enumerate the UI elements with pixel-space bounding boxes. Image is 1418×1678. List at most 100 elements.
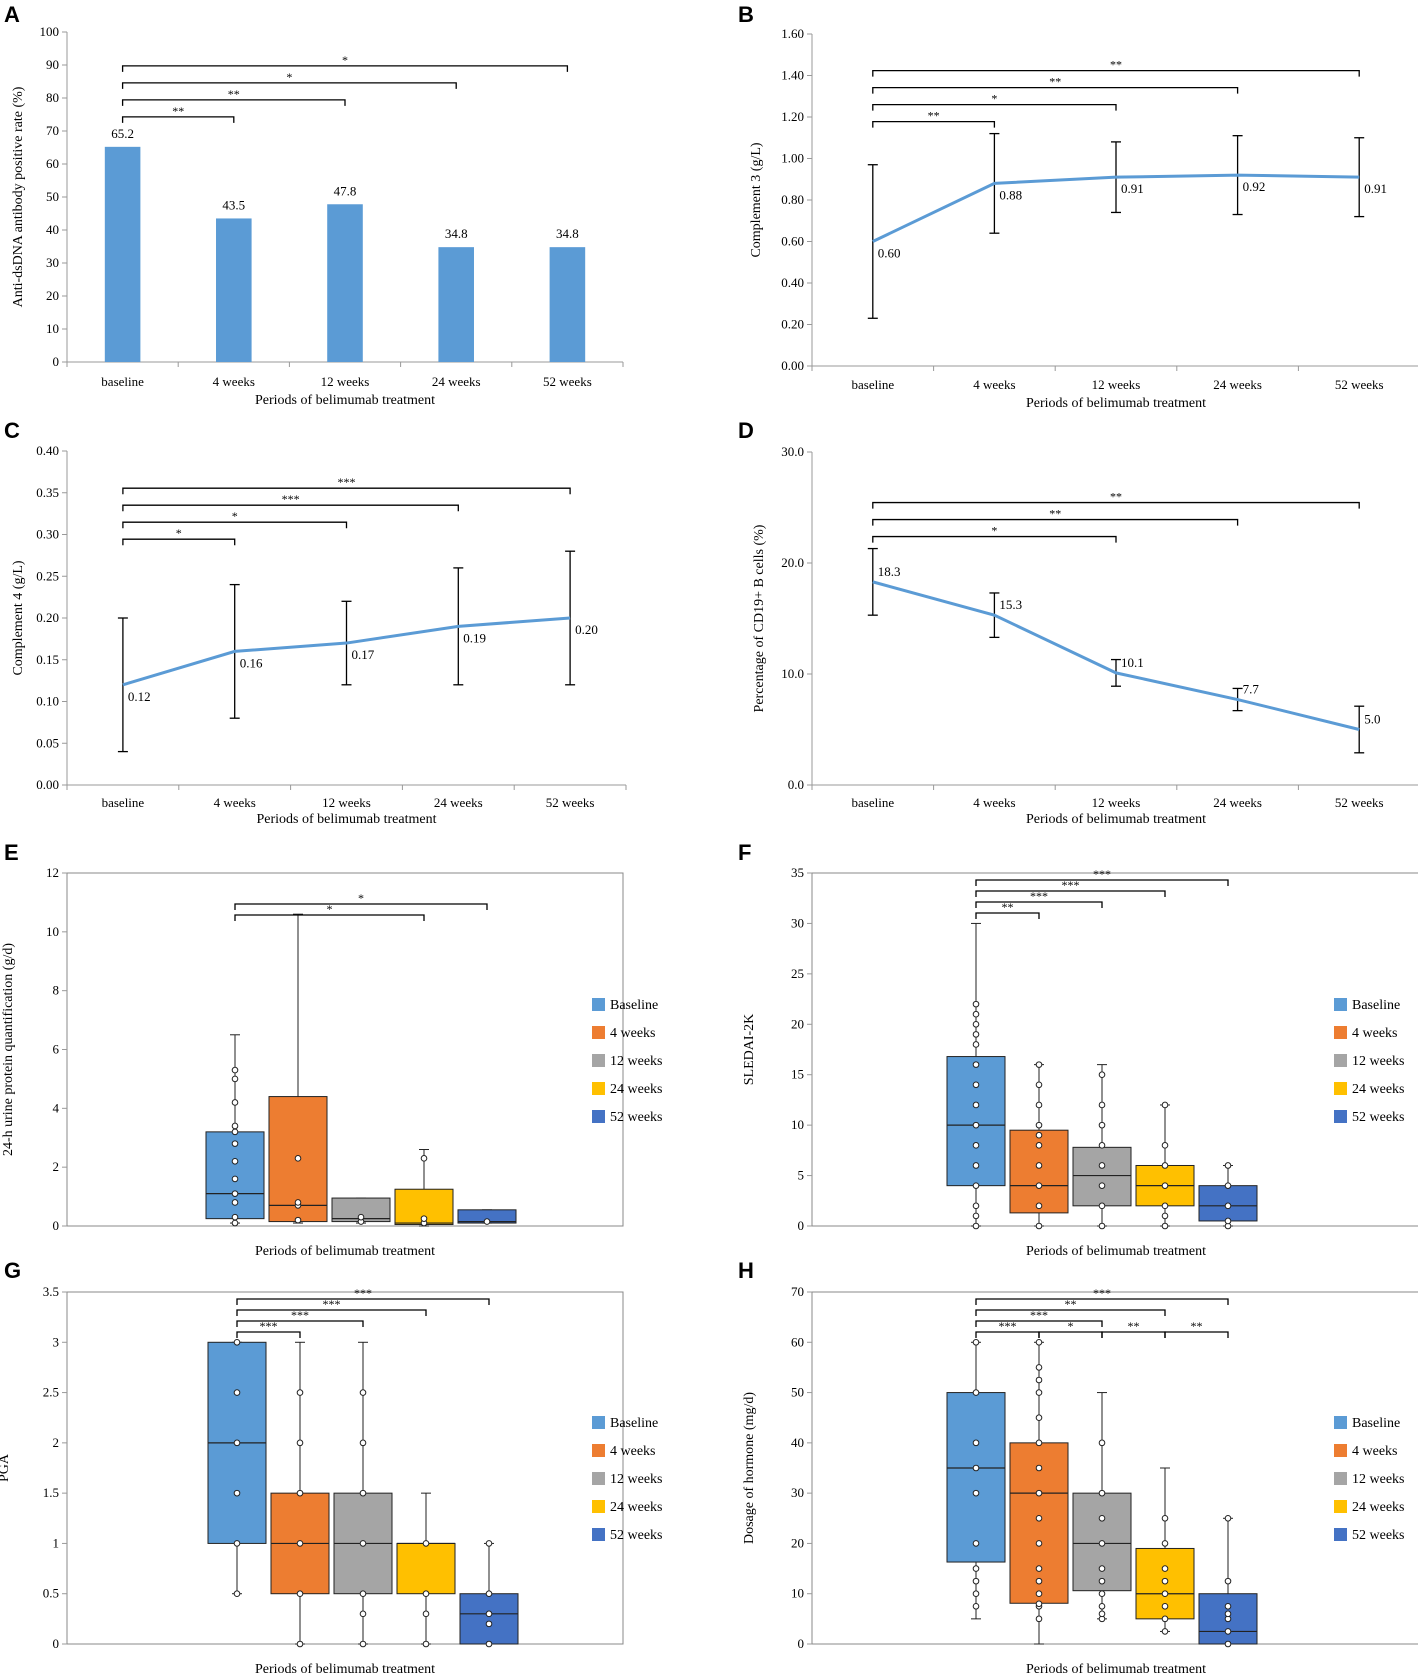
data-point (483, 1218, 491, 1225)
significance-bracket: * (234, 902, 425, 921)
legend-swatch (1334, 1416, 1347, 1429)
significance-bracket: *** (975, 889, 1103, 908)
data-point (296, 1540, 304, 1547)
legend-swatch (1334, 1026, 1347, 1039)
y-tick-label: 20 (791, 1535, 804, 1550)
x-tick-label: baseline (852, 377, 895, 392)
data-point (231, 1128, 239, 1136)
significance-bracket: *** (975, 878, 1166, 897)
legend-item: 24 weeks (1334, 1082, 1405, 1097)
bracket-line (121, 82, 457, 89)
significance-label: ** (1049, 75, 1061, 89)
legend-label: 24 weeks (1352, 1500, 1405, 1515)
data-point (972, 1081, 980, 1089)
y-axis-label: Dosage of hormone (mg/d) (742, 1392, 757, 1544)
data-point (1161, 1222, 1169, 1230)
y-tick-label: 50 (791, 1385, 804, 1400)
legend-label: 52 weeks (610, 1528, 663, 1543)
data-point (1035, 1182, 1043, 1189)
data-point (1224, 1577, 1232, 1585)
data-point (972, 1000, 980, 1008)
data-point (1035, 1364, 1043, 1371)
legend-label: 24 weeks (610, 1082, 663, 1097)
box-1 (946, 922, 1006, 1230)
panel-e: E 0 2 4 6 8 10 12 24-h urine protein quantificat… (1, 840, 663, 1259)
data-point (1035, 1338, 1043, 1346)
data-point (1035, 1131, 1043, 1139)
data-point (1035, 1414, 1043, 1422)
x-tick-label: 24 weeks (432, 374, 481, 389)
data-point (972, 1142, 980, 1149)
legend-swatch (1334, 1472, 1347, 1485)
data-point (1098, 1577, 1106, 1585)
x-tick-label: 12 weeks (1092, 795, 1141, 810)
significance-bracket: ** (121, 104, 235, 123)
significance-bracket: ** (872, 490, 1360, 509)
y-tick-label: 4 (53, 1100, 60, 1115)
legend-label: Baseline (1352, 998, 1400, 1013)
y-tick-label: 2 (53, 1435, 60, 1450)
significance-bracket: *** (236, 1297, 427, 1316)
bracket-line (236, 1309, 427, 1316)
legend-label: Baseline (610, 998, 658, 1013)
point-value-label: 0.19 (463, 630, 486, 645)
legend-item: Baseline (592, 1416, 658, 1431)
data-point (972, 1010, 980, 1018)
significance-bracket: ** (1164, 1319, 1229, 1338)
data-point (359, 1489, 367, 1497)
y-tick-label: 0.5 (43, 1586, 59, 1601)
y-tick-label: 0.40 (36, 443, 59, 458)
x-tick-label: 52 weeks (546, 795, 595, 810)
data-point (359, 1389, 367, 1396)
data-point (1224, 1202, 1232, 1210)
box-1 (946, 1338, 1006, 1620)
panel-d: D 0.0 10.0 20.0 30.0 Percentage of CD19+ B ce… (738, 418, 1418, 827)
data-point (1098, 1540, 1106, 1547)
data-point (1161, 1182, 1169, 1189)
significance-label: *** (291, 1308, 309, 1322)
y-tick-label: 3 (53, 1334, 60, 1349)
data-point (1098, 1121, 1106, 1129)
y-tick-label: 50 (46, 189, 59, 204)
significance-bracket: * (122, 526, 236, 546)
x-tick-label: baseline (852, 795, 895, 810)
point-value-label: 0.12 (128, 689, 151, 704)
data-point (1098, 1162, 1106, 1169)
y-tick-label: 0.0 (788, 777, 804, 792)
legend-item: 12 weeks (1334, 1472, 1405, 1487)
data-point (972, 1540, 980, 1547)
data-point (1161, 1602, 1169, 1610)
data-point (1161, 1101, 1169, 1109)
data-point (1098, 1590, 1106, 1598)
y-tick-label: 0.25 (36, 568, 59, 583)
legend-swatch (1334, 1444, 1347, 1457)
series-line (122, 616, 571, 687)
y-tick-label: 0 (53, 1218, 60, 1233)
data-point (972, 1590, 980, 1598)
y-tick-label: 60 (791, 1334, 804, 1349)
significance-bracket: *** (236, 1319, 301, 1338)
point-value-label: 0.91 (1121, 181, 1144, 196)
x-tick-label: 24 weeks (1213, 377, 1262, 392)
legend-label: 12 weeks (610, 1054, 663, 1069)
legend-item: 24 weeks (592, 1500, 663, 1515)
point-value-label: 18.3 (878, 564, 901, 579)
legend-item: Baseline (1334, 1416, 1400, 1431)
panel-f: F 0 5 10 15 20 25 30 35 SLEDAI-2K Periods of belim… (738, 840, 1418, 1259)
data-point (972, 1202, 980, 1210)
data-point (485, 1610, 493, 1618)
data-point (972, 1439, 980, 1447)
data-point (972, 1489, 980, 1497)
data-point (485, 1620, 493, 1628)
significance-bracket: *** (975, 867, 1229, 886)
point-value-label: 0.88 (999, 187, 1022, 202)
box-iqr (946, 1392, 1006, 1563)
legend-swatch (592, 1026, 605, 1039)
data-point (1035, 1202, 1043, 1210)
data-point (296, 1439, 304, 1447)
bracket-line (236, 1298, 490, 1305)
significance-label: *** (1093, 867, 1111, 881)
data-point (231, 1099, 239, 1106)
data-point (1035, 1439, 1043, 1447)
data-point (1098, 1182, 1106, 1189)
